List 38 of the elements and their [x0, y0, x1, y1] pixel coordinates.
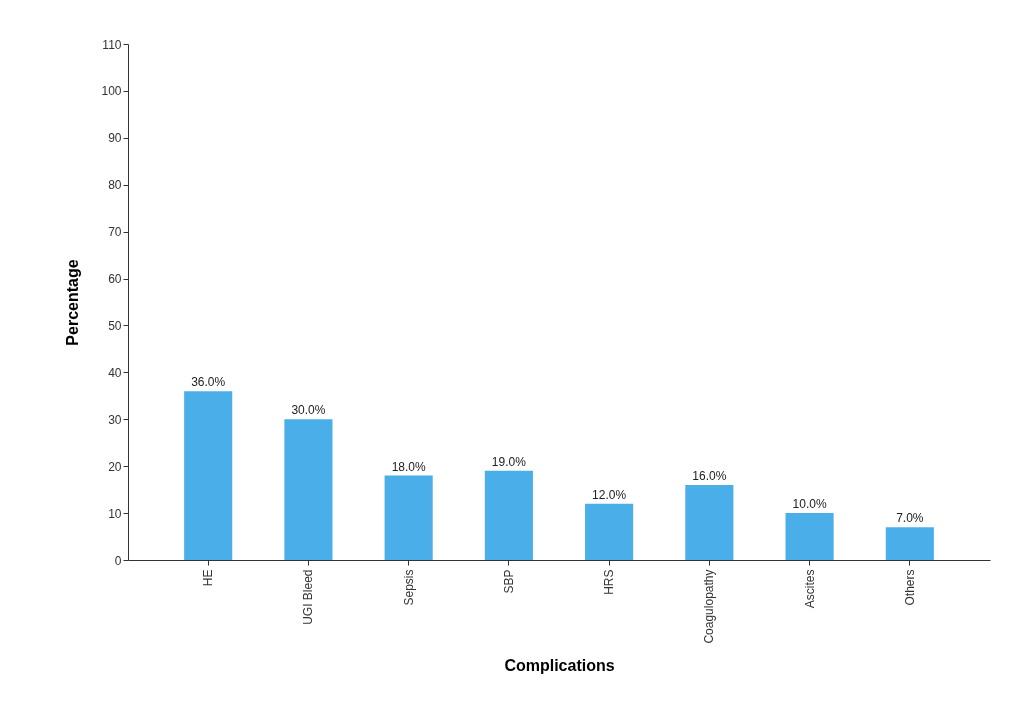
- x-tick-label: Coagulopathy: [702, 569, 717, 644]
- y-tick-label: 10: [108, 506, 122, 521]
- y-tick-label: 70: [108, 225, 122, 240]
- y-tick-label: 90: [108, 131, 122, 146]
- y-tick-label: 100: [101, 84, 122, 99]
- data-label: 7.0%: [896, 511, 924, 526]
- x-tick-label: HRS: [602, 569, 617, 595]
- x-tick-label: Sepsis: [401, 569, 416, 606]
- x-tick-label: SBP: [501, 569, 516, 594]
- data-label: 16.0%: [692, 468, 727, 483]
- y-tick-label: 30: [108, 412, 122, 427]
- y-axis-title: Percentage: [64, 259, 82, 346]
- data-label: 36.0%: [191, 375, 226, 390]
- y-tick-label: 50: [108, 318, 122, 333]
- bar: [284, 419, 333, 560]
- y-tick-label: 40: [108, 365, 122, 380]
- x-tick-label: Others: [902, 569, 917, 606]
- x-tick-label: Ascites: [802, 569, 817, 609]
- bar: [184, 391, 233, 560]
- data-label: 18.0%: [391, 459, 426, 474]
- data-label: 19.0%: [491, 454, 527, 469]
- x-tick-label: UGI Bleed: [301, 569, 316, 625]
- bar: [384, 475, 433, 560]
- y-tick-label: 80: [108, 178, 122, 193]
- y-tick-label: 110: [102, 37, 122, 52]
- bar: [484, 470, 533, 560]
- y-tick-label: 0: [114, 553, 122, 568]
- data-label: 10.0%: [792, 497, 827, 512]
- data-label: 30.0%: [291, 403, 326, 418]
- y-tick-label: 60: [108, 272, 122, 287]
- bar: [885, 527, 934, 560]
- data-label: 12.0%: [592, 487, 627, 502]
- x-tick-label: HE: [201, 569, 216, 587]
- x-axis-title: Complications: [504, 656, 615, 674]
- bar: [585, 503, 634, 560]
- bar: [785, 513, 834, 560]
- y-tick-label: 20: [108, 459, 122, 474]
- bar: [685, 484, 734, 560]
